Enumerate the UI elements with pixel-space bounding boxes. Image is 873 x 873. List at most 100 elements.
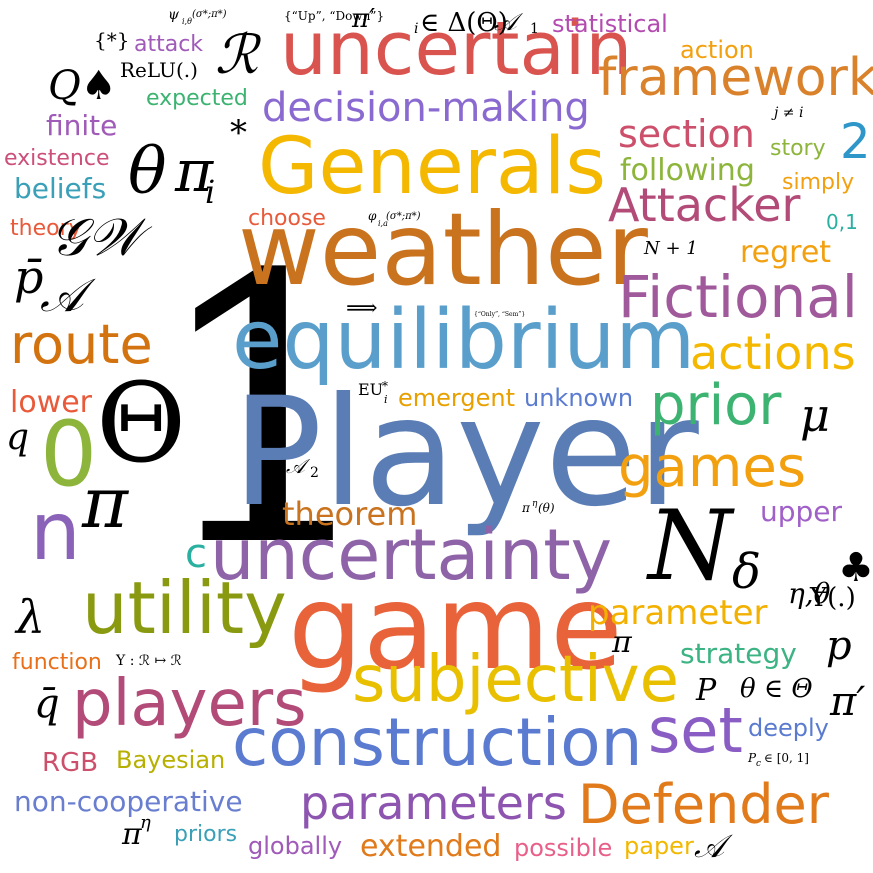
cloud-word: 2 xyxy=(840,114,871,170)
cloud-word: i xyxy=(205,173,216,211)
cloud-word: (σ*;π*) xyxy=(386,211,421,222)
cloud-word: θ ∈ Θ xyxy=(740,674,813,704)
cloud-word: deeply xyxy=(748,714,829,742)
cloud-word: P xyxy=(748,751,757,765)
cloud-word: upper xyxy=(760,495,843,528)
cloud-word: ∈ [0, 1] xyxy=(764,751,809,765)
cloud-word: c xyxy=(185,531,207,577)
cloud-word: attack xyxy=(134,32,204,57)
cloud-word: 0,1 xyxy=(826,210,858,234)
cloud-word: Fictional xyxy=(618,263,858,331)
cloud-word: function xyxy=(12,650,102,675)
cloud-word: ℛ xyxy=(215,23,259,86)
cloud-word: * xyxy=(382,379,388,393)
cloud-word: emergent xyxy=(398,384,515,412)
cloud-word: P xyxy=(696,673,717,708)
cloud-word: q̄ xyxy=(34,681,60,727)
cloud-word: (θ) xyxy=(538,501,555,515)
cloud-word: uncertainty xyxy=(210,514,613,596)
cloud-word: 𝒢𝒲 xyxy=(50,208,142,268)
cloud-word: 1 xyxy=(150,198,386,628)
cloud-word: {*} xyxy=(94,28,130,52)
cloud-word: {“Only”, “Sem”} xyxy=(474,311,526,318)
cloud-word: (σ*;π*) xyxy=(192,9,227,20)
cloud-word: N + 1 xyxy=(644,238,698,259)
cloud-word: section xyxy=(618,112,755,156)
cloud-word: 𝒜 xyxy=(694,827,725,865)
cloud-word: RGB xyxy=(42,748,99,778)
cloud-word: λ xyxy=(16,590,46,644)
cloud-word: subjective xyxy=(352,643,679,717)
cloud-word: following xyxy=(620,153,755,188)
cloud-word: beliefs xyxy=(14,172,107,205)
cloud-word: action xyxy=(680,36,754,64)
cloud-word: actions xyxy=(690,326,856,380)
cloud-word: statistical xyxy=(552,10,668,38)
cloud-word: Θ xyxy=(96,359,187,487)
cloud-word: expected xyxy=(146,86,248,111)
cloud-word: Q♠ xyxy=(48,63,117,109)
cloud-word: weather xyxy=(238,191,648,308)
cloud-word: priors xyxy=(174,822,238,847)
cloud-word: c xyxy=(756,759,762,769)
cloud-word: ⟹ xyxy=(346,296,378,321)
cloud-word: games xyxy=(618,435,807,500)
cloud-word: π xyxy=(612,625,632,660)
cloud-word: i,θ xyxy=(182,17,192,26)
cloud-word: 𝒜 xyxy=(494,8,517,36)
cloud-word: Player xyxy=(232,366,699,540)
cloud-word: non-cooperative xyxy=(14,785,243,818)
cloud-word: utility xyxy=(82,566,287,650)
cloud-word: N xyxy=(648,490,732,602)
cloud-word: paper xyxy=(624,832,694,860)
cloud-word: 1 xyxy=(530,21,539,37)
cloud-word: Υ(.) xyxy=(810,583,856,613)
cloud-word: existence xyxy=(4,146,110,171)
cloud-word: EU xyxy=(358,380,384,399)
cloud-word: π xyxy=(175,137,214,205)
cloud-word: players xyxy=(72,667,307,741)
cloud-word: strategy xyxy=(680,637,797,670)
cloud-word: possible xyxy=(514,834,613,862)
cloud-word: uncertain xyxy=(280,6,633,92)
cloud-word: extended xyxy=(360,829,502,864)
cloud-word: {“Up”, “Down”} xyxy=(284,9,385,23)
cloud-word: route xyxy=(10,313,153,376)
cloud-word: 0 xyxy=(40,402,98,507)
cloud-word: regret xyxy=(740,235,832,270)
cloud-word: Generals xyxy=(258,122,607,212)
cloud-word: π′ xyxy=(352,4,375,34)
cloud-word: j ≠ i xyxy=(774,105,804,121)
cloud-word: framework xyxy=(598,48,873,108)
cloud-word: 𝒜 xyxy=(286,454,305,478)
cloud-word: i xyxy=(384,393,388,406)
cloud-word: 𝒜 xyxy=(40,268,84,322)
cloud-word: π xyxy=(122,817,142,852)
cloud-word: * xyxy=(230,113,247,153)
cloud-word: π′ xyxy=(830,679,866,725)
cloud-word: p̄ xyxy=(14,250,44,304)
cloud-word: decision-making xyxy=(262,85,590,131)
cloud-word: η xyxy=(140,812,151,833)
cloud-word: ψ xyxy=(168,7,179,23)
cloud-word: finite xyxy=(46,109,118,142)
cloud-word: i xyxy=(414,21,419,37)
cloud-word: parameters xyxy=(300,776,567,830)
cloud-word: Bayesian xyxy=(116,746,226,774)
cloud-word: parameter xyxy=(588,593,768,633)
cloud-word: ♣ xyxy=(838,545,873,591)
cloud-word: construction xyxy=(232,704,643,781)
cloud-word: set xyxy=(648,694,743,767)
cloud-word: lower xyxy=(10,385,93,420)
cloud-word: i,a xyxy=(378,219,388,228)
cloud-word: globally xyxy=(248,832,343,860)
cloud-word: q xyxy=(6,417,30,458)
cloud-word: ReLU(.) xyxy=(120,58,198,82)
cloud-word: θ xyxy=(128,135,167,209)
cloud-word: game xyxy=(288,558,623,696)
cloud-word: Defender xyxy=(578,773,829,836)
cloud-word: δ xyxy=(732,544,761,600)
cloud-word: theorem xyxy=(282,495,418,533)
cloud-word: φ xyxy=(368,209,377,223)
